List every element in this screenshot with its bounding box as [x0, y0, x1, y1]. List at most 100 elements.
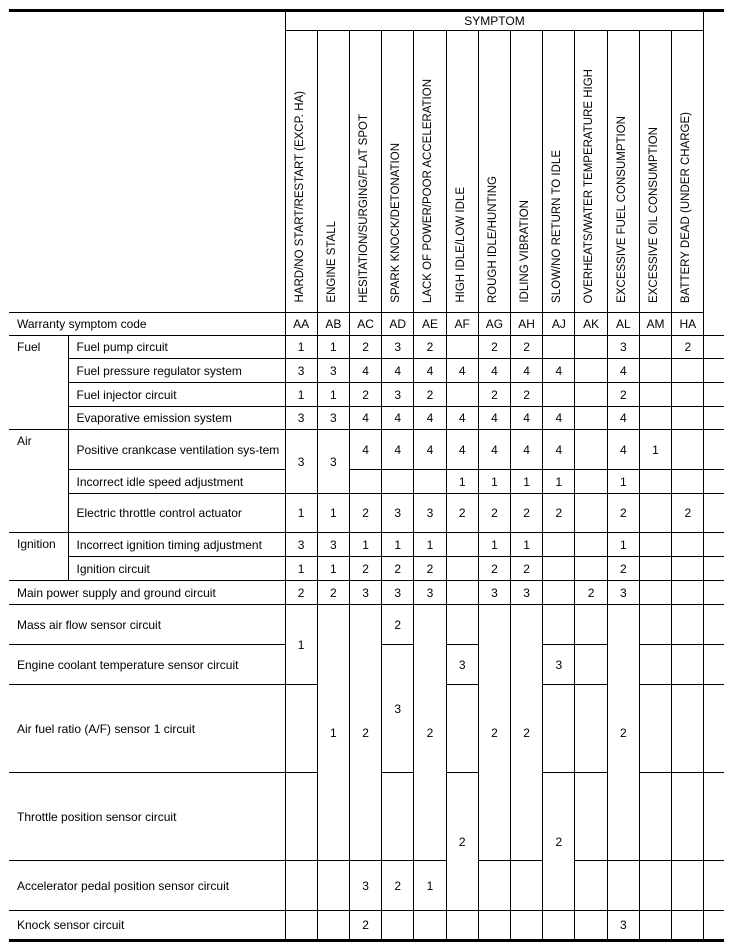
- priority-cell: [542, 556, 576, 581]
- priority-cell: [606, 860, 640, 911]
- priority-cell: 3: [381, 644, 415, 773]
- priority-cell: [671, 429, 705, 470]
- priority-cell: [445, 580, 479, 605]
- priority-cell: [510, 860, 544, 911]
- priority-cell: 4: [348, 406, 383, 430]
- symptom-name: ROUGH IDLE/HUNTING: [486, 175, 499, 303]
- priority-cell: 2: [381, 860, 415, 911]
- component-label: Incorrect idle speed adjustment: [67, 469, 286, 494]
- extra-cell: [703, 469, 724, 494]
- priority-cell: [574, 644, 608, 685]
- priority-cell: [284, 910, 318, 942]
- priority-cell: [574, 406, 608, 430]
- priority-cell: [671, 532, 705, 557]
- priority-cell: 4: [445, 358, 479, 383]
- priority-cell: 2: [413, 556, 447, 581]
- symptom-column-header: OVERHEATS/WATER TEMPERATURE HIGH: [574, 30, 608, 313]
- priority-cell: 1: [284, 556, 318, 581]
- priority-cell: [542, 604, 576, 645]
- priority-cell: 1: [284, 493, 318, 533]
- priority-cell: 4: [606, 406, 640, 430]
- extra-header-cell: [703, 9, 724, 336]
- priority-cell: 4: [348, 429, 383, 470]
- priority-cell: 1: [606, 532, 640, 557]
- priority-cell: 3: [606, 335, 640, 359]
- table-row: Fuel Fuel pump circuit 1 1 2 3 2 2 2 3 2: [9, 335, 724, 430]
- component-label: Air fuel ratio (A/F) sensor 1 circuit: [9, 684, 286, 773]
- priority-cell: [671, 604, 705, 645]
- table-row: Ignition circuit 1 1 2 2 2 2 2 2: [9, 556, 724, 581]
- priority-cell: [542, 684, 576, 773]
- priority-cell: 3: [284, 406, 318, 430]
- priority-cell: [445, 335, 479, 359]
- symptom-column-header: LACK OF POWER/POOR ACCELERATION: [413, 30, 447, 313]
- priority-cell: [316, 860, 350, 911]
- extra-cell: [703, 772, 724, 861]
- priority-cell: [445, 382, 479, 407]
- extra-cell: [703, 335, 724, 359]
- table-row: Evaporative emission system 3 3 4 4 4 4 4 4 4 4: [9, 406, 724, 430]
- warranty-code: AH: [510, 312, 544, 336]
- priority-cell: 2: [510, 556, 544, 581]
- priority-cell: [638, 406, 673, 430]
- priority-cell: 4: [413, 406, 447, 430]
- priority-cell: [413, 910, 447, 942]
- header-row-symptom: SYMPTOM: [9, 9, 724, 336]
- priority-cell: 2: [477, 335, 512, 359]
- priority-cell: 4: [381, 429, 415, 470]
- warranty-code: AD: [381, 312, 415, 336]
- warranty-code: AB: [316, 312, 350, 336]
- priority-cell: [381, 469, 415, 494]
- priority-cell: 4: [477, 358, 512, 383]
- category-label: Air: [9, 429, 69, 533]
- component-label: Main power supply and ground circuit: [9, 580, 286, 605]
- priority-cell: 3: [348, 580, 383, 605]
- priority-cell: 2: [542, 772, 576, 911]
- extra-cell: [703, 358, 724, 383]
- component-label: Electric throttle control actuator: [67, 493, 286, 533]
- priority-cell: [542, 335, 576, 359]
- extra-cell: [703, 910, 724, 942]
- priority-cell: 3: [606, 580, 640, 605]
- table-row: Fuel pressure regulator system 3 3 4 4 4 4 4 4 4 4: [9, 358, 724, 383]
- symptom-name: ENGINE STALL: [325, 221, 338, 303]
- symptom-name: SLOW/NO RETURN TO IDLE: [551, 150, 564, 303]
- priority-cell: 1: [284, 604, 318, 685]
- priority-cell: [638, 532, 673, 557]
- table-row: Air fuel ratio (A/F) sensor 1 circuit: [9, 684, 724, 773]
- priority-cell: [638, 684, 673, 773]
- symptom-column-header: SLOW/NO RETURN TO IDLE: [542, 30, 576, 313]
- priority-cell: [671, 406, 705, 430]
- priority-cell: 3: [413, 493, 447, 533]
- priority-cell: [638, 644, 673, 685]
- priority-cell: [477, 910, 512, 942]
- symptom-column-header: HARD/NO START/RESTART (EXCP. HA): [284, 30, 318, 313]
- priority-cell: 2: [381, 604, 415, 645]
- component-label: Evaporative emission system: [67, 406, 286, 430]
- priority-cell: [348, 469, 383, 494]
- priority-cell: 2: [477, 493, 512, 533]
- warranty-code: AC: [348, 312, 383, 336]
- symptom-name: SPARK KNOCK/DETONATION: [390, 143, 403, 303]
- priority-cell: 2: [606, 382, 640, 407]
- category-label: Fuel: [9, 335, 69, 430]
- priority-cell: 1: [510, 469, 544, 494]
- priority-cell: [574, 556, 608, 581]
- extra-cell: [703, 493, 724, 533]
- priority-cell: 1: [316, 604, 350, 861]
- priority-cell: 1: [445, 469, 479, 494]
- symptom-name: LACK OF POWER/POOR ACCELERATION: [422, 78, 435, 303]
- priority-cell: 3: [381, 335, 415, 359]
- symptom-column-header: ENGINE STALL: [316, 30, 350, 313]
- symptom-name: HESITATION/SURGING/FLAT SPOT: [357, 114, 370, 303]
- priority-cell: 1: [348, 532, 383, 557]
- priority-cell: 2: [510, 604, 544, 861]
- priority-cell: [574, 382, 608, 407]
- priority-cell: 4: [477, 429, 512, 470]
- priority-cell: 2: [510, 382, 544, 407]
- priority-cell: 3: [477, 580, 512, 605]
- priority-cell: 4: [606, 358, 640, 383]
- priority-cell: [510, 910, 544, 942]
- priority-cell: [671, 580, 705, 605]
- priority-cell: 3: [381, 382, 415, 407]
